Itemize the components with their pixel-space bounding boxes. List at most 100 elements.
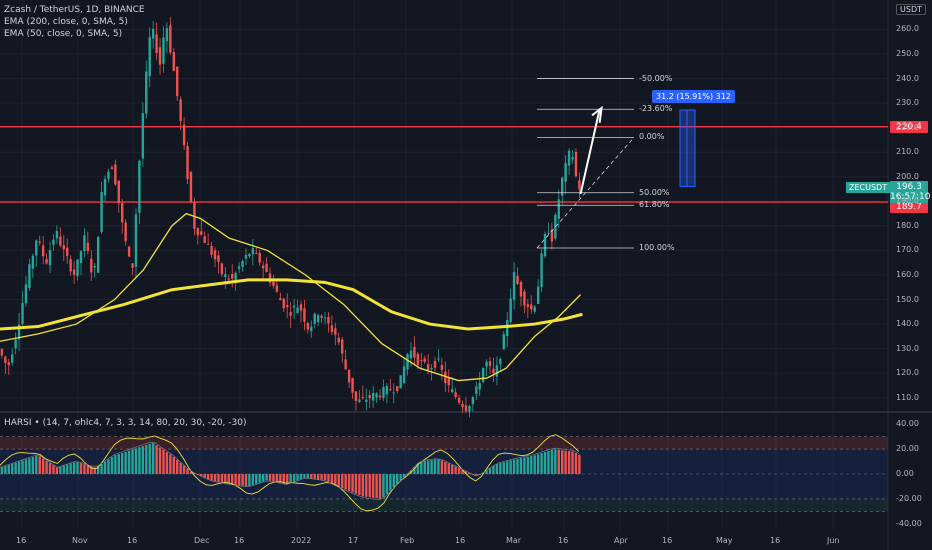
- candle-body: [124, 222, 127, 242]
- candle-body: [578, 180, 581, 190]
- harsi-bar: [127, 450, 131, 474]
- candle-body: [316, 315, 320, 323]
- candle-body: [55, 230, 59, 239]
- harsi-bar: [334, 474, 337, 486]
- harsi-legend: HARSI • (14, 7, ohlc4, 7, 3, 3, 14, 80, …: [4, 418, 247, 428]
- harsi-bar: [17, 461, 21, 474]
- harsi-bar: [461, 469, 464, 474]
- candle-body: [512, 272, 516, 300]
- candle-body: [499, 358, 502, 365]
- harsi-bar: [382, 474, 385, 498]
- harsi-bar: [385, 474, 389, 495]
- harsi-bar: [451, 464, 454, 474]
- candle-body: [107, 171, 110, 179]
- ema200-legend: EMA (200, close, 0, SMA, 5): [4, 17, 128, 27]
- candle-body: [478, 382, 481, 390]
- candle-body: [255, 252, 258, 254]
- harsi-bar: [547, 450, 550, 474]
- harsi-bar: [4, 466, 7, 474]
- harsi-bar: [430, 460, 433, 474]
- candle-body: [289, 312, 292, 316]
- harsi-bar: [7, 464, 10, 474]
- harsi-bar: [554, 449, 557, 474]
- candle-body: [351, 378, 354, 393]
- candle-body: [69, 259, 72, 272]
- harsi-bar: [392, 474, 395, 488]
- candle-body: [320, 315, 323, 318]
- harsi-bar: [354, 474, 358, 494]
- candle-body: [323, 317, 327, 319]
- candle-body: [4, 356, 7, 364]
- ema200-line: [0, 278, 583, 331]
- harsi-bar: [557, 449, 560, 474]
- harsi-bar: [131, 449, 134, 474]
- candle-body: [506, 320, 509, 337]
- fib-trend-line: [536, 137, 635, 249]
- candle-body: [66, 247, 69, 257]
- candle-body: [354, 391, 358, 401]
- harsi-bar: [358, 474, 361, 496]
- harsi-bar: [306, 474, 310, 479]
- candle-body: [365, 399, 368, 402]
- harsi-bar: [426, 460, 430, 474]
- harsi-tick-label: -20.00: [896, 493, 922, 503]
- candle-body: [286, 305, 289, 308]
- candle-body: [172, 52, 175, 71]
- candle-body: [268, 273, 272, 283]
- time-tick-label: 16: [127, 536, 138, 545]
- candle-body: [547, 232, 550, 234]
- candle-body: [0, 349, 4, 356]
- candle-body: [31, 255, 35, 269]
- candle-body: [38, 241, 41, 243]
- harsi-bar: [86, 465, 90, 474]
- candle-body: [440, 364, 444, 371]
- candle-body: [282, 298, 285, 309]
- harsi-bar: [234, 474, 237, 485]
- candle-body: [220, 263, 224, 275]
- time-tick-label: 16: [770, 536, 781, 545]
- candle-body: [306, 322, 310, 330]
- harsi-bar: [69, 463, 72, 474]
- harsi-bar: [124, 451, 127, 474]
- harsi-bar: [402, 474, 406, 478]
- candle-body: [48, 250, 52, 266]
- harsi-bar: [117, 453, 120, 474]
- harsi-bar: [31, 457, 35, 474]
- candle-body: [358, 399, 361, 403]
- harsi-bar: [107, 459, 110, 474]
- currency-badge[interactable]: USDT: [896, 4, 926, 15]
- candle-body: [561, 177, 564, 196]
- harsi-bar: [567, 451, 571, 474]
- harsi-bar: [258, 474, 261, 483]
- harsi-bar: [457, 468, 461, 474]
- candle-body: [402, 366, 406, 383]
- harsi-bar: [310, 474, 313, 479]
- fib-label: 50.00%: [639, 187, 670, 197]
- price-tick-label: 240.0: [896, 73, 919, 83]
- price-tick-label: 150.0: [896, 294, 919, 304]
- harsi-bar: [416, 463, 420, 474]
- candle-body: [299, 304, 303, 311]
- harsi-bar: [420, 461, 423, 474]
- harsi-bar: [282, 474, 285, 484]
- candle-body: [409, 350, 413, 359]
- candle-body: [523, 291, 526, 306]
- candle-body: [189, 171, 193, 202]
- harsi-bar: [96, 466, 100, 474]
- candle-body: [59, 236, 62, 246]
- candle-body: [110, 167, 114, 170]
- harsi-bar: [90, 466, 93, 474]
- harsi-bar: [499, 463, 502, 474]
- harsi-bar: [72, 462, 76, 474]
- candle-body: [90, 258, 93, 273]
- candle-body: [495, 365, 499, 377]
- harsi-bar: [351, 474, 354, 493]
- candle-body: [361, 396, 365, 398]
- harsi-bar: [371, 474, 375, 498]
- candle-body: [248, 254, 251, 257]
- harsi-bar: [303, 474, 306, 479]
- harsi-bar: [55, 467, 59, 474]
- candle-body: [420, 360, 423, 362]
- harsi-bar: [93, 467, 96, 474]
